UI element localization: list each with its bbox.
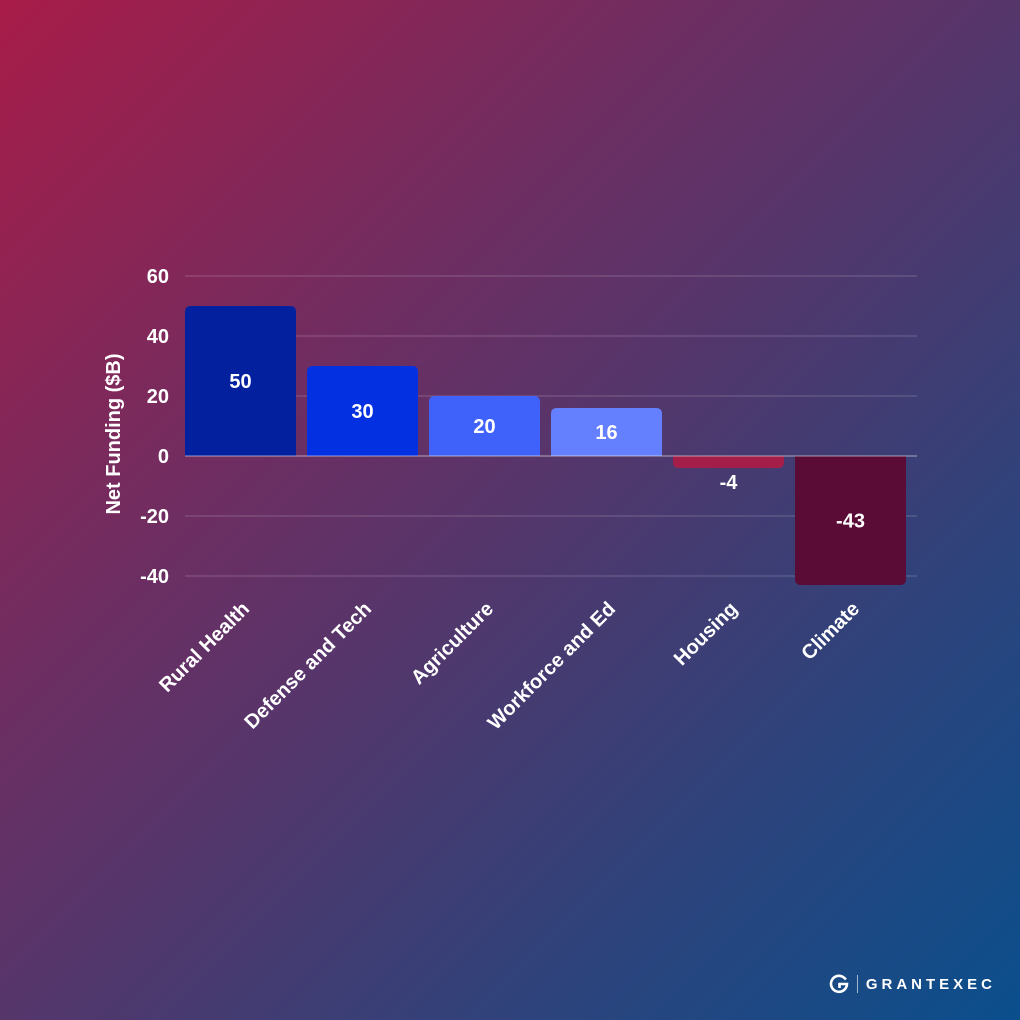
x-category-label: Climate [797, 598, 864, 665]
x-category-label: Agriculture [407, 598, 498, 689]
y-tick-label: 60 [147, 266, 169, 288]
x-category-label: Workforce and Ed [484, 598, 620, 734]
y-tick-label: 20 [147, 386, 169, 408]
bar-climate [795, 456, 906, 585]
x-category-label: Rural Health [155, 598, 254, 697]
brand-name: GRANTEXEC [865, 975, 996, 993]
y-axis-title: Net Funding ($B) [103, 353, 125, 514]
y-axis-ticks: 60 40 20 0 -20 -40 [140, 266, 169, 588]
y-tick-label: -40 [140, 566, 169, 588]
data-label: 20 [473, 416, 495, 438]
x-category-label: Housing [670, 598, 742, 670]
bar-rural-health [185, 306, 296, 456]
bar-housing [673, 456, 784, 468]
data-labels: 50 30 20 16 -4 -43 [229, 371, 865, 533]
bars [185, 306, 906, 585]
brand-divider [856, 975, 858, 993]
data-label: 30 [351, 401, 373, 423]
bar-workforce-and-ed [551, 408, 662, 456]
y-tick-label: 0 [158, 446, 169, 468]
y-tick-label: -20 [140, 506, 169, 528]
grantexec-g-logo-icon [829, 974, 849, 994]
bar-defense-and-tech [307, 366, 418, 456]
data-label: -43 [836, 511, 865, 533]
data-label: 50 [229, 371, 251, 393]
x-category-label: Defense and Tech [240, 598, 376, 734]
brand-logo: GRANTEXEC [829, 974, 996, 994]
bar-agriculture [429, 396, 540, 456]
data-label: 16 [595, 422, 617, 444]
data-label: -4 [720, 472, 739, 494]
y-tick-label: 40 [147, 326, 169, 348]
